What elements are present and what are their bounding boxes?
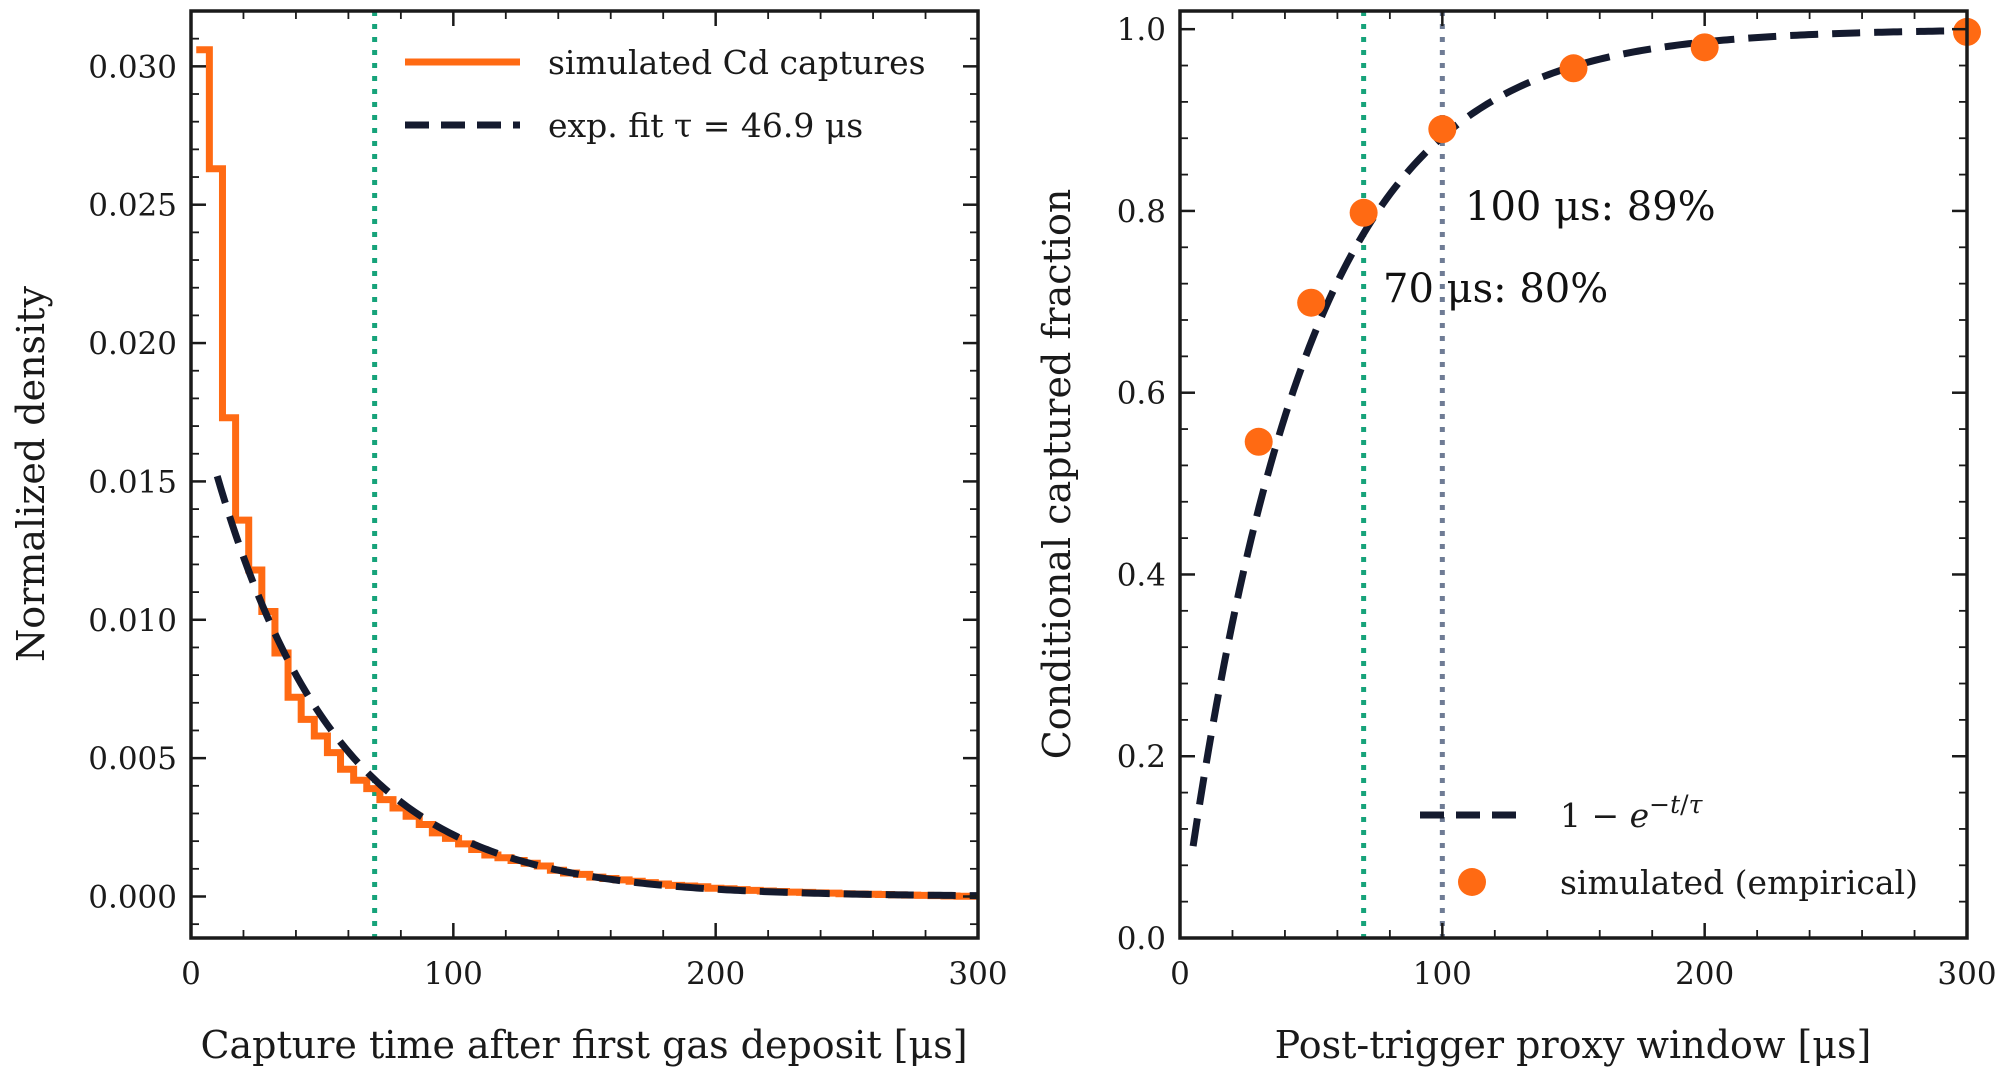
right-x-axis-label: Post-trigger proxy window [μs] [1275,1023,1872,1067]
series-exp-fit-line [213,475,979,900]
right-y-axis-label: Conditional captured fraction [1035,189,1079,760]
p1-y-tick-label: 0.0 [1117,921,1166,957]
p0-x-tick-label: 0 [181,956,201,992]
p0-y-tick-label: 0.005 [88,741,177,777]
right-plot-content [1189,11,1981,938]
right-chart-panel: 0.0 0.2 0.4 0.6 0.8 1.0 0 100 200 300 100 μs: 89%… [1035,9,1997,1067]
left-chart-panel: 0.000 0.005 0.010 0.015 0.020 0.025 0.030 0 100 2… [9,9,1008,1067]
legend-label-empirical: simulated (empirical) [1560,863,1918,902]
p0-x-tick-label: 300 [948,956,1007,992]
right-legend: 1 − e−t/τ simulated (empirical) [1420,790,1918,902]
left-plot-frame [189,9,980,940]
left-y-axis-label: Normalized density [9,286,53,662]
right-ticks: 0.0 0.2 0.4 0.6 0.8 1.0 0 100 200 300 [1117,11,1997,992]
p1-x-tick-label: 0 [1170,956,1190,992]
scatter-point-empirical [1349,198,1378,227]
p0-x-tick-label: 200 [686,956,745,992]
left-plot-content [196,11,979,938]
p0-y-tick-label: 0.030 [88,49,177,85]
annotation-70us: 70 μs: 80% [1383,266,1608,312]
annotation-100us: 100 μs: 89% [1465,184,1716,230]
p1-y-tick-label: 1.0 [1117,12,1166,48]
right-plot-frame [1178,9,1969,940]
scatter-point-empirical [1559,54,1588,83]
p0-y-tick-label: 0.025 [88,188,177,224]
p1-y-tick-label: 0.8 [1117,194,1166,230]
legend-label-fit: exp. fit τ = 46.9 μs [548,106,863,145]
series-simulated-captures-step [196,46,978,900]
p0-y-tick-label: 0.000 [88,879,177,915]
scatter-point-empirical [1297,288,1326,317]
series-model-curve [1189,27,1968,847]
p0-y-tick-label: 0.010 [88,603,177,639]
legend-label-simulated: simulated Cd captures [548,43,926,82]
p0-y-tick-label: 0.015 [88,464,177,500]
left-x-axis-label: Capture time after first gas deposit [μs… [200,1023,967,1067]
p1-y-tick-label: 0.6 [1117,376,1166,412]
p1-y-tick-label: 0.4 [1117,557,1166,593]
scatter-point-empirical [1244,427,1273,456]
right-annotations: 100 μs: 89% 70 μs: 80% [1383,184,1716,312]
p1-y-tick-label: 0.2 [1117,739,1166,775]
legend-label-model: 1 − e−t/τ [1560,790,1704,835]
legend-swatch-empirical [1458,868,1486,896]
p1-x-tick-label: 200 [1675,956,1734,992]
p1-x-tick-label: 300 [1937,956,1996,992]
left-legend: simulated Cd captures exp. fit τ = 46.9 … [405,43,926,145]
p0-y-tick-label: 0.020 [88,326,177,362]
p0-x-tick-label: 100 [424,956,483,992]
left-ticks: 0.000 0.005 0.010 0.015 0.020 0.025 0.030 0 100 2… [88,11,1008,992]
scatter-point-empirical [1690,33,1719,62]
scatter-point-empirical [1428,115,1457,144]
p1-x-tick-label: 100 [1413,956,1472,992]
